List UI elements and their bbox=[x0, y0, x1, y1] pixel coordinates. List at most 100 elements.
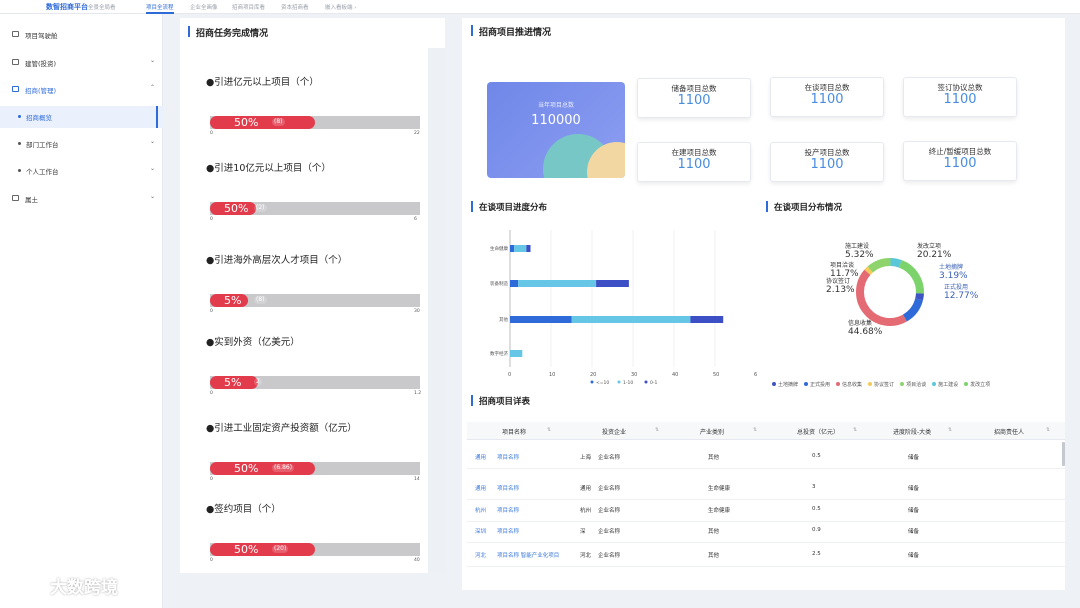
axis-tick-label: 0 bbox=[210, 131, 213, 136]
stage-cell: 储备 bbox=[908, 553, 920, 559]
project-region-tag[interactable]: 通用 bbox=[475, 486, 487, 492]
tab-project-library[interactable]: 招商项目库看 bbox=[232, 5, 266, 11]
watermark-text: 大数跨境 bbox=[50, 578, 118, 598]
stat-card-value: 1100 bbox=[677, 93, 711, 108]
sort-icon[interactable]: ⇅ bbox=[655, 427, 660, 433]
sort-icon[interactable]: ⇅ bbox=[547, 427, 552, 433]
col-owner[interactable]: 招商责任人 ⇅ bbox=[994, 427, 1051, 436]
legend-item[interactable]: 正式投用 bbox=[804, 381, 830, 388]
dashboard-icon bbox=[12, 31, 19, 37]
x-tick-label: 30 bbox=[631, 372, 637, 378]
task-label: ●引进亿元以上项目（个） bbox=[206, 77, 319, 88]
legend-marker bbox=[772, 382, 776, 386]
sidebar-item-territory[interactable]: 属土 ⌄ bbox=[0, 188, 163, 210]
sidebar-item-project-cockpit[interactable]: 项目驾驶舱 bbox=[0, 24, 163, 46]
donut-slice bbox=[915, 293, 924, 301]
industry-cell: 其他 bbox=[708, 529, 720, 535]
task-value: (20) bbox=[272, 545, 289, 553]
project-name-link[interactable]: 项目名称 bbox=[497, 529, 520, 535]
task-percent: 50% bbox=[234, 543, 259, 556]
tab-capital[interactable]: 资本招商看 bbox=[281, 5, 309, 11]
project-name-link[interactable]: 项目名称 bbox=[497, 486, 520, 492]
stat-card-label: 在建项目总数 bbox=[671, 148, 717, 157]
sidebar-item-investment[interactable]: 招商(管理) ⌃ bbox=[0, 79, 163, 101]
project-region-tag[interactable]: 深圳 bbox=[475, 529, 487, 535]
project-name-link[interactable]: 项目名称 智能产业化项目 bbox=[497, 553, 560, 559]
progress-chart-title: 在谈项目进度分布 bbox=[470, 201, 548, 213]
legend-item[interactable]: 发改立项 bbox=[964, 381, 990, 388]
donut-slice bbox=[898, 260, 924, 294]
sidebar-item-department-workbench[interactable]: 部门工作台 ⌄ bbox=[0, 133, 163, 155]
stat-card-signed[interactable]: 签订协议总数 1100 bbox=[903, 77, 1017, 117]
bar-segment bbox=[596, 280, 629, 287]
row-divider bbox=[467, 566, 1065, 567]
sidebar-item-label: 属土 bbox=[25, 196, 38, 204]
sidebar-item-label: 招商概览 bbox=[26, 114, 52, 122]
stat-card-label: 终止/暂缓项目总数 bbox=[928, 147, 992, 156]
project-region-tag[interactable]: 通用 bbox=[475, 455, 487, 461]
donut-slice bbox=[864, 266, 873, 275]
task-progress-bar: 50% (2) bbox=[210, 202, 420, 215]
project-name-link[interactable]: 项目名称 bbox=[497, 455, 520, 461]
sort-icon[interactable]: ⇅ bbox=[853, 427, 858, 433]
axis-tick-label: 40 bbox=[414, 558, 420, 563]
bar-segment bbox=[526, 245, 531, 252]
pie-label-info: 信息收集 44.68% bbox=[848, 320, 883, 337]
industry-cell: 生命健康 bbox=[708, 486, 731, 492]
company-region-tag: 上海 bbox=[580, 455, 592, 461]
project-name-link[interactable]: 项目名称 bbox=[497, 508, 520, 514]
company-region-tag: 通用 bbox=[580, 486, 592, 492]
stat-card-reserve[interactable]: 储备项目总数 1100 bbox=[637, 78, 751, 118]
tab-overview[interactable]: 全景全局看 bbox=[88, 5, 116, 11]
task-value: (2) bbox=[254, 204, 267, 212]
stat-card-label: 签订协议总数 bbox=[937, 83, 983, 92]
annual-total-label: 当年项目总数 bbox=[537, 102, 574, 109]
task-label: ●引进海外高层次人才项目（个） bbox=[206, 255, 348, 266]
col-stage[interactable]: 进度阶段-大类 ⇅ bbox=[893, 427, 953, 436]
stat-card-production[interactable]: 投产项目总数 1100 bbox=[770, 142, 884, 182]
axis-tick-label: 0 bbox=[210, 391, 213, 396]
project-region-tag[interactable]: 杭州 bbox=[475, 508, 487, 514]
legend-item[interactable]: 协议签订 bbox=[868, 381, 894, 388]
sort-icon[interactable]: ⇅ bbox=[753, 427, 758, 433]
company-name: 企业名称 bbox=[598, 508, 621, 514]
pie-label-operation: 正式投用 12.77% bbox=[944, 284, 979, 301]
col-industry[interactable]: 产业类别 ⇅ bbox=[700, 427, 758, 436]
stat-card-building[interactable]: 在建项目总数 1100 bbox=[637, 142, 751, 182]
task-label: ●签约项目（个） bbox=[206, 504, 281, 515]
stat-card-negotiating[interactable]: 在谈项目总数 1100 bbox=[770, 77, 884, 117]
project-region-tag[interactable]: 河北 bbox=[475, 553, 487, 559]
legend-item[interactable]: 土地摘牌 bbox=[772, 381, 798, 388]
sort-icon[interactable]: ⇅ bbox=[1046, 427, 1051, 433]
company-region-tag: 杭州 bbox=[580, 508, 592, 514]
legend-item[interactable]: 项目洽谈 bbox=[900, 381, 926, 388]
legend-marker bbox=[932, 382, 937, 386]
col-investment[interactable]: 总投资（亿元） ⇅ bbox=[797, 427, 858, 436]
legend-item[interactable]: 信息收集 bbox=[836, 381, 862, 388]
sidebar-item-personal-workbench[interactable]: 个人工作台 ⌄ bbox=[0, 160, 163, 182]
sidebar-item-construction[interactable]: 建管(投资) ⌄ bbox=[0, 52, 163, 74]
task-progress-bar: 5% (8) bbox=[210, 294, 420, 307]
axis-tick-label: 6 bbox=[414, 217, 417, 222]
sidebar-item-investment-overview[interactable]: 招商概览 bbox=[0, 106, 163, 128]
col-project-name[interactable]: 项目名称 ⇅ bbox=[502, 427, 552, 436]
stage-cell: 储备 bbox=[908, 486, 920, 492]
tab-project-flow[interactable]: 项目全流程 bbox=[146, 5, 174, 14]
legend-marker bbox=[617, 380, 621, 384]
company-name: 企业名称 bbox=[598, 455, 621, 461]
category-label: 其他 bbox=[499, 316, 508, 323]
task-progress-fill: 50% (6.86) bbox=[210, 462, 315, 475]
sort-icon[interactable]: ⇅ bbox=[948, 427, 953, 433]
task-progress-bar: 5% 2 bbox=[210, 376, 420, 389]
legend-label: 0-1 bbox=[650, 380, 657, 386]
table-scrollbar[interactable] bbox=[1062, 442, 1065, 466]
axis-tick-label: 1.2 bbox=[414, 391, 422, 396]
chevron-down-icon: ⌄ bbox=[149, 138, 155, 145]
tab-embed-board[interactable]: 嵌入看板端 › bbox=[325, 5, 357, 11]
col-investor[interactable]: 投资企业 ⇅ bbox=[602, 427, 660, 436]
tab-enterprise-profile[interactable]: 企业全画像 bbox=[190, 5, 218, 11]
legend-item[interactable]: 施工建设 bbox=[932, 381, 958, 388]
annual-total-card[interactable]: 当年项目总数 110000 bbox=[487, 82, 625, 178]
stage-cell: 储备 bbox=[908, 529, 920, 535]
stat-card-terminated[interactable]: 终止/暂缓项目总数 1100 bbox=[903, 141, 1017, 181]
